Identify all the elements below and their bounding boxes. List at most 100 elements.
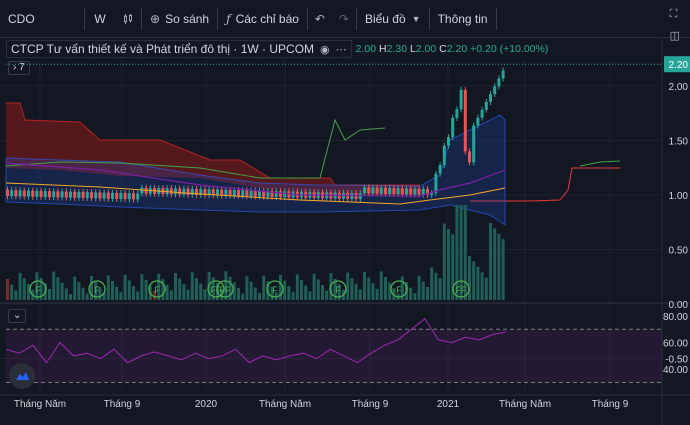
fullscreen-icon[interactable]: ⛶	[669, 8, 678, 20]
volume-bar	[325, 290, 329, 300]
candle-body	[102, 192, 106, 199]
volume-bar	[64, 288, 68, 300]
low-key: L	[409, 43, 416, 55]
grid-lines	[0, 38, 690, 425]
signal-marker	[88, 280, 106, 298]
candle-body	[169, 188, 173, 195]
indicators-button[interactable]: ƒ Các chỉ báo	[218, 0, 307, 38]
volume-bar	[195, 278, 198, 300]
symbol-search-button[interactable]: CDO	[0, 0, 84, 38]
candle-body	[123, 193, 127, 200]
volume-bar	[228, 276, 232, 300]
volume-bar	[375, 288, 379, 300]
rsi-tick-label: 60.00	[663, 339, 688, 350]
candle-body	[85, 192, 89, 199]
tradingview-logo[interactable]	[9, 363, 35, 389]
candle-body	[43, 191, 47, 197]
symbol-title-box[interactable]: CTCP Tư vấn thiết kế và Phát triển đô th…	[6, 40, 352, 58]
candle-body	[81, 191, 85, 199]
volume-bar	[140, 274, 144, 300]
indicators-label: Các chỉ báo	[235, 11, 299, 26]
volume-bar	[300, 280, 303, 300]
compare-label: So sánh	[165, 11, 210, 26]
toolbar-divider	[141, 7, 142, 30]
candle-body	[371, 187, 375, 194]
volume-bar	[409, 287, 413, 300]
undo-button[interactable]: ↶	[308, 0, 332, 38]
volume-bar	[232, 282, 236, 300]
volume-bar	[190, 272, 194, 300]
candle-body	[224, 189, 228, 196]
time-axis: Tháng Năm Tháng 9 2020 Tháng Năm Tháng 9 2021…	[14, 399, 629, 410]
volume-bar	[144, 279, 148, 300]
interval-button[interactable]: W	[85, 0, 115, 38]
volume-bar	[447, 229, 450, 300]
signal-marker-label: FF	[456, 285, 467, 295]
function-icon: ƒ	[226, 11, 231, 26]
volume-bar	[39, 277, 43, 300]
price-tick-label: 0.00	[669, 300, 689, 311]
volume-bar	[14, 290, 18, 300]
volume-bar	[287, 286, 291, 300]
volume-bar	[274, 292, 278, 300]
candle-body	[94, 192, 98, 199]
candle-body	[400, 188, 404, 195]
redo-button[interactable]: ↷	[332, 0, 356, 38]
camera-icon[interactable]: ◫	[669, 30, 680, 42]
volume-bar	[333, 278, 337, 300]
time-tick-label: Tháng 9	[104, 399, 141, 410]
more-icon[interactable]: ⋯	[335, 43, 347, 56]
volume-bar	[22, 278, 26, 300]
signal-marker-label: F	[154, 285, 160, 295]
volume-bar	[350, 278, 354, 300]
volume-bar	[18, 272, 22, 300]
candle-body	[245, 190, 249, 197]
candle-body	[426, 188, 429, 195]
candle-style-button[interactable]	[115, 0, 141, 38]
senkou-span-a-future	[579, 160, 621, 167]
info-button[interactable]: Thông tin	[430, 0, 496, 38]
candle-body	[375, 187, 379, 194]
volume-bar	[174, 273, 177, 300]
candle-body	[379, 187, 383, 194]
info-label: Thông tin	[437, 11, 488, 26]
candle-body	[283, 191, 287, 198]
volume-bar	[266, 281, 270, 300]
signal-marker	[207, 280, 225, 298]
candle-body	[421, 188, 425, 195]
volume-bar	[157, 273, 161, 300]
price-axis: 3.503.002.502.001.501.000.500.00-0.502.2…	[663, 38, 690, 376]
candle-body	[258, 190, 261, 197]
volume-bar	[249, 281, 253, 300]
candle-body	[228, 189, 232, 196]
volume-bar	[127, 280, 131, 300]
candle-body	[174, 188, 177, 195]
indicators-toggle[interactable]: › 7	[8, 61, 30, 75]
toolbar-divider	[306, 7, 308, 30]
volume-bar	[468, 256, 471, 300]
volume-bar	[241, 293, 245, 300]
volume-bar	[426, 287, 429, 300]
compare-button[interactable]: ⊕ So sánh	[142, 0, 217, 38]
close-value: 2.20	[446, 43, 468, 55]
candle-body	[447, 137, 450, 146]
candle-body	[18, 190, 22, 197]
eye-icon[interactable]: ◉	[320, 43, 330, 56]
chart-type-dropdown[interactable]: Biểu đồ ▼	[357, 0, 429, 38]
chevron-down-icon: ▼	[411, 13, 421, 24]
volume-bar	[262, 275, 266, 300]
candle-body	[186, 188, 190, 195]
candle-body	[480, 109, 484, 118]
candle-body	[241, 190, 245, 197]
volume-bar	[85, 293, 89, 300]
volume-bar	[434, 272, 438, 300]
signal-marker-label: F	[35, 285, 41, 295]
signal-marker-label: F	[335, 285, 341, 295]
signal-marker	[148, 280, 166, 298]
volume-bar	[455, 205, 459, 300]
candle-body	[69, 191, 72, 198]
rsi-pane-toggle[interactable]: ⌄	[8, 309, 27, 323]
price-tick-label: 2.50	[669, 38, 689, 39]
